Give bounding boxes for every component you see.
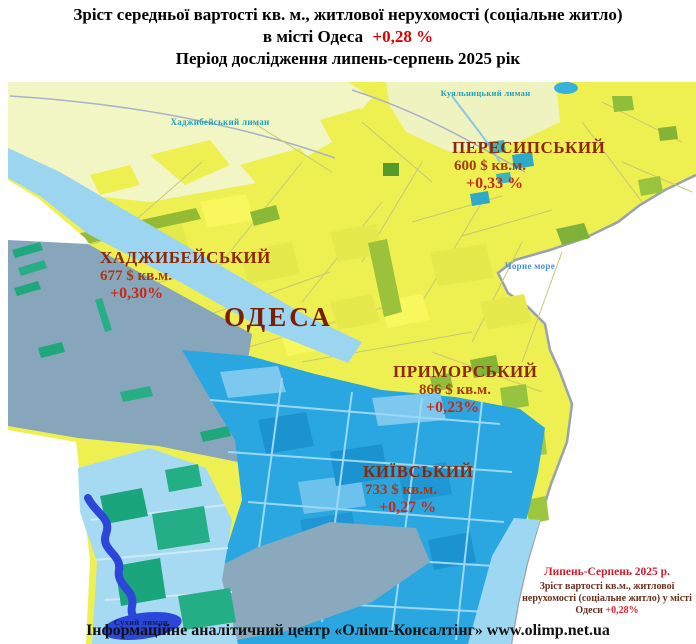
city-blocks xyxy=(140,194,532,356)
title-line-2: в місті Одеса +0,28 % xyxy=(0,26,696,48)
left-shore-gap xyxy=(8,180,95,258)
note-period: Липень-Серпень 2025 р. xyxy=(544,566,670,578)
footer-url: www.olimp.net.ua xyxy=(486,622,610,639)
district-label-prymorskyi: ПРИМОРСЬКИЙ 866 $ кв.м. +0,23% xyxy=(393,362,537,416)
city-label-odesa: ОДЕСА xyxy=(224,302,333,332)
water-label-black-sea: Чорне море xyxy=(504,261,556,271)
district-name-kyivskyi: КИЇВСЬКИЙ xyxy=(363,462,474,481)
district-change-prymorskyi: +0,23% xyxy=(426,399,480,416)
water-label-kuyalnyk-lyman: Куяльницький лиман xyxy=(440,88,531,98)
district-change-kyivskyi: +0,27 % xyxy=(379,499,437,516)
district-label-khadzhybeiskyi: ХАДЖИБЕЙСЬКИЙ 677 $ кв.м. +0,30% xyxy=(100,248,271,302)
district-name-prymorskyi: ПРИМОРСЬКИЙ xyxy=(393,362,538,381)
gray-district-bottom xyxy=(180,522,430,644)
district-label-kyivskyi: КИЇВСЬКИЙ 733 $ кв.м. +0,27 % xyxy=(363,462,473,516)
khadzhybei-estuary-shape xyxy=(8,82,372,202)
sukhyi-lyman-river xyxy=(84,494,182,641)
water-label-sukhyi-lyman: Сухий лиман xyxy=(113,617,169,627)
note-body-text: Зріст вартості кв.м., житлової нерухомос… xyxy=(522,581,675,604)
kuyalnyk-estuary-shape xyxy=(386,82,560,152)
title-line-3: Період дослідження липень-серпень 2025 р… xyxy=(175,49,521,68)
district-price-khadzhybeiskyi: 677 $ кв.м. xyxy=(100,268,172,284)
summary-note: Липень-Серпень 2025 р. Зріст вартості кв… xyxy=(518,566,696,617)
note-growth-value: +0,28% xyxy=(605,605,639,616)
district-name-khadzhybeiskyi: ХАДЖИБЕЙСЬКИЙ xyxy=(100,248,271,267)
report-title: Зріст середньої вартості кв. м., житлово… xyxy=(0,4,696,70)
title-line-2-text: в місті Одеса xyxy=(262,27,364,46)
azure-fields xyxy=(78,448,238,644)
title-line-1: Зріст середньої вартості кв. м., житлово… xyxy=(73,5,623,24)
coastal-strip xyxy=(468,518,540,644)
harbour-water-strip xyxy=(8,148,362,363)
district-change-khadzhybeiskyi: +0,30% xyxy=(110,285,164,302)
pond xyxy=(554,82,578,94)
estuary-pale-zones xyxy=(8,82,578,242)
district-change-peresypskyi: +0,33 % xyxy=(466,175,524,192)
note-city-prefix: у місті Одеси xyxy=(575,593,692,616)
bottom-left-blank xyxy=(8,430,90,644)
gray-district-left xyxy=(8,240,283,462)
title-growth-value: +0,28 % xyxy=(372,27,434,46)
district-price-prymorskyi: 866 $ кв.м. xyxy=(419,382,491,398)
district-label-peresypskyi: ПЕРЕСИПСЬКИЙ 600 $ кв.м. +0,33 % xyxy=(452,138,605,192)
district-price-peresypskyi: 600 $ кв.м. xyxy=(454,158,526,174)
port-structures xyxy=(470,140,534,206)
note-body: Зріст вартості кв.м., житлової нерухомос… xyxy=(518,581,696,617)
water-label-khadzhybei-lyman: Хаджибейський лиман xyxy=(170,117,270,127)
district-name-peresypskyi: ПЕРЕСИПСЬКИЙ xyxy=(452,138,606,157)
footer-credit: Інформаційне аналітичний центр «Олімп-Ко… xyxy=(0,622,696,640)
district-price-kyivskyi: 733 $ кв.м. xyxy=(365,482,437,498)
footer-org-text: Інформаційне аналітичний центр «Олімп-Ко… xyxy=(86,622,483,639)
